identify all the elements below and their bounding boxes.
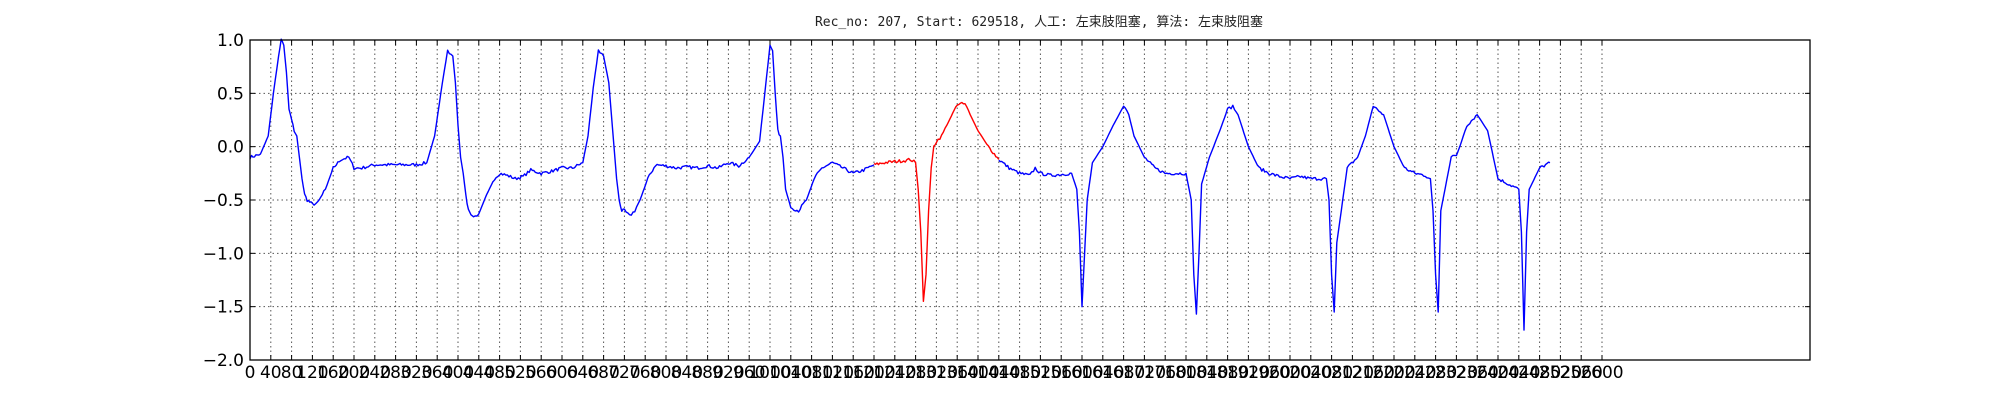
- x-tick-label: 1200: [852, 363, 895, 383]
- x-tick-label: 1560: [1040, 363, 1083, 383]
- x-tick-label: 200: [338, 363, 370, 383]
- ecg-series-line: [873, 101, 1000, 302]
- x-tick-label: 1800: [1164, 363, 1207, 383]
- x-tick-label: 1880: [1206, 363, 1249, 383]
- x-tick-label: 2600: [1580, 363, 1623, 383]
- ecg-series-line: [998, 104, 1551, 331]
- x-tick-label: 1520: [1019, 363, 1062, 383]
- x-tick-label: 1400: [956, 363, 999, 383]
- x-tick-label: 1960: [1248, 363, 1291, 383]
- x-tick-label: 840: [671, 363, 703, 383]
- x-tick-label: 2520: [1539, 363, 1582, 383]
- y-tick-label: −2.0: [203, 351, 244, 371]
- y-tick-label: 1.0: [217, 31, 244, 51]
- x-tick-label: 1360: [936, 363, 979, 383]
- x-tick-label: 1280: [894, 363, 937, 383]
- x-tick-label: 2120: [1331, 363, 1374, 383]
- x-tick-label: 160: [317, 363, 349, 383]
- y-tick-label: −1.5: [203, 298, 244, 318]
- x-tick-label: 240: [359, 363, 391, 383]
- x-tick-label: 1120: [811, 363, 854, 383]
- x-tick-label: 640: [567, 363, 599, 383]
- x-tick-label: 1160: [832, 363, 875, 383]
- ecg-series-line: [249, 38, 875, 218]
- x-tick-label: 720: [608, 363, 640, 383]
- x-tick-label: 2440: [1497, 363, 1540, 383]
- series-layer: [249, 38, 1551, 331]
- x-tick-label: 120: [296, 363, 328, 383]
- x-tick-label: 1240: [873, 363, 916, 383]
- x-tick-label: 800: [650, 363, 682, 383]
- x-tick-label: 1840: [1185, 363, 1228, 383]
- x-tick-label: 400: [442, 363, 474, 383]
- x-tick-label: 360: [421, 363, 453, 383]
- x-tick-label: 520: [504, 363, 536, 383]
- y-tick-label: −1.0: [203, 244, 244, 264]
- x-tick-label: 1480: [998, 363, 1041, 383]
- x-tick-label: 560: [525, 363, 557, 383]
- x-tick-label: 1440: [977, 363, 1020, 383]
- y-tick-label: 0.0: [217, 138, 244, 158]
- chart-title: Rec_no: 207, Start: 629518, 人工: 左束肢阻塞, 算…: [815, 14, 1263, 30]
- x-tick-label: 2360: [1456, 363, 1499, 383]
- x-tick-label: 2280: [1414, 363, 1457, 383]
- x-tick-label: 2000: [1268, 363, 1311, 383]
- x-tick-label: 2560: [1560, 363, 1603, 383]
- x-tick-label: 480: [483, 363, 515, 383]
- x-tick-label: 1600: [1060, 363, 1103, 383]
- x-tick-label: 2320: [1435, 363, 1478, 383]
- x-tick-label: 320: [400, 363, 432, 383]
- axis-ticks: 0 40 8012016020024028032036040044048052056…: [203, 31, 1810, 383]
- x-tick-label: 920: [712, 363, 744, 383]
- x-tick-label: 880: [691, 363, 723, 383]
- x-tick-label: 2080: [1310, 363, 1353, 383]
- x-tick-label: 1040: [769, 363, 812, 383]
- x-tick-label: 440: [463, 363, 495, 383]
- x-tick-label: 1640: [1081, 363, 1124, 383]
- plot-frame: [249, 39, 1811, 361]
- y-tick-label: 0.5: [217, 84, 244, 104]
- x-tick-label: 1000: [748, 363, 791, 383]
- y-tick-label: −0.5: [203, 191, 244, 211]
- x-tick-label: 2240: [1393, 363, 1436, 383]
- x-tick-label: 280: [379, 363, 411, 383]
- x-tick-label: 760: [629, 363, 661, 383]
- x-tick-label: 2040: [1289, 363, 1332, 383]
- x-tick-label: 2400: [1476, 363, 1519, 383]
- x-tick-label: 680: [587, 363, 619, 383]
- x-tick-label: 40: [260, 363, 282, 383]
- x-tick-label: 1680: [1102, 363, 1145, 383]
- x-tick-label: 1080: [790, 363, 833, 383]
- x-tick-label: 1760: [1144, 363, 1187, 383]
- x-tick-label: 1320: [915, 363, 958, 383]
- x-tick-label: 600: [546, 363, 578, 383]
- x-tick-label: 2200: [1372, 363, 1415, 383]
- x-tick-label: 2160: [1352, 363, 1395, 383]
- x-tick-label: 2480: [1518, 363, 1561, 383]
- x-tick-label: 0: [245, 363, 256, 383]
- x-tick-label: 960: [733, 363, 765, 383]
- x-tick-label: 1720: [1123, 363, 1166, 383]
- x-tick-label: 1920: [1227, 363, 1270, 383]
- x-tick-label: 80: [281, 363, 303, 383]
